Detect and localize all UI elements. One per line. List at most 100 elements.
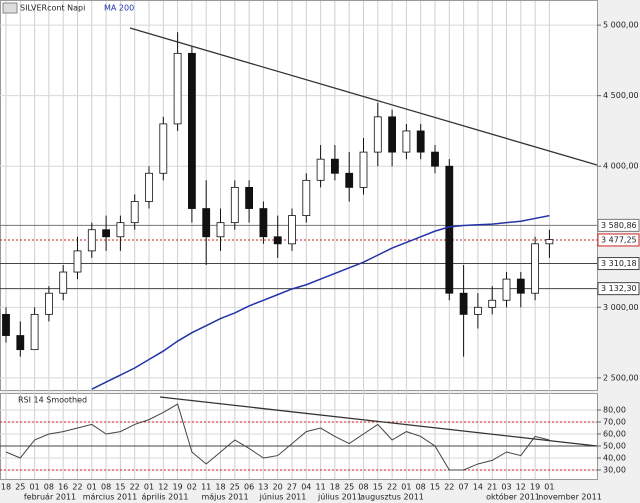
level-label-box (597, 233, 640, 247)
candle-body (116, 222, 125, 238)
month-label: november 2011 (538, 493, 602, 502)
x-tick-label: 15 (115, 483, 125, 492)
x-tick-label: 15 (373, 483, 383, 492)
series-line (5, 403, 550, 471)
month-label: május 2011 (201, 493, 248, 502)
x-tick-label: 02 (187, 483, 197, 492)
x-tick-label: 21 (487, 483, 497, 492)
x-tick-label: 07 (459, 483, 469, 492)
x-tick-label: 27 (287, 483, 297, 492)
x-tick-label: 16 (58, 483, 68, 492)
indicator-label[interactable]: MA 200 (104, 4, 134, 13)
x-tick-label: 08 (358, 483, 368, 492)
y-tick-label: 70,00 (603, 418, 626, 427)
candle-body (402, 130, 411, 153)
level-label-box (597, 282, 640, 296)
trendline (129, 27, 598, 166)
candle-body (302, 179, 311, 217)
y-tick-label: 4 500,00 (603, 91, 639, 100)
month-label: július 2011 (317, 493, 362, 502)
candle-body (488, 299, 497, 308)
level-label-box (597, 218, 640, 232)
candle-body (259, 208, 268, 238)
x-tick-label: 01 (87, 483, 97, 492)
x-tick-label: 08 (101, 483, 111, 492)
x-tick-label: 01 (401, 483, 411, 492)
candle-body (216, 222, 225, 238)
x-tick-label: 04 (301, 483, 311, 492)
candle-body (130, 201, 139, 224)
y-tick-label: 5 000,00 (603, 21, 639, 30)
symbol-title[interactable]: SILVERcont Napi (20, 4, 85, 13)
candle-body (345, 172, 354, 188)
x-tick-label: 15 (430, 483, 440, 492)
candle-body (288, 215, 296, 245)
level-label-box (597, 257, 640, 271)
y-tick-label: 80,00 (603, 406, 626, 415)
x-tick-label: 14 (473, 483, 483, 492)
candle-body (202, 208, 211, 238)
month-label: február 2011 (24, 493, 76, 502)
x-tick-label: 22 (130, 483, 140, 492)
rsi-title[interactable]: RSI 14 Smoothed (18, 396, 87, 405)
x-tick-label: 01 (144, 483, 154, 492)
candle-body (245, 186, 254, 209)
candle-body (316, 158, 325, 181)
x-tick-label: 25 (15, 483, 25, 492)
candle-body (145, 172, 153, 202)
x-tick-label: 08 (416, 483, 426, 492)
y-tick-label: 4 000,00 (603, 162, 639, 171)
candle-body (16, 335, 25, 351)
x-tick-label: 13 (258, 483, 268, 492)
candle-body (473, 306, 482, 315)
y-tick-label: 50,00 (603, 441, 626, 450)
x-tick-label: 22 (444, 483, 454, 492)
candle-body (373, 116, 382, 153)
x-tick-label: 19 (530, 483, 540, 492)
y-tick-label: 3 000,00 (603, 303, 639, 312)
month-label: augusztus 2011 (360, 493, 424, 502)
x-tick-label: 22 (387, 483, 397, 492)
candle-body (445, 165, 454, 294)
candle-body (159, 123, 168, 174)
candle-body (30, 313, 39, 351)
month-label: március 2011 (83, 493, 138, 502)
x-tick-label: 18 (330, 483, 340, 492)
series-line (91, 214, 550, 390)
month-label: június 2011 (259, 493, 307, 502)
month-label: április 2011 (141, 493, 188, 502)
candle-body (516, 278, 525, 294)
candle-body (230, 186, 239, 224)
level-label: 3 580,86 (601, 221, 637, 230)
x-tick-label: 18 (215, 483, 225, 492)
x-tick-label: 25 (230, 483, 240, 492)
plot (0, 1, 597, 479)
rsi-panel (0, 393, 598, 480)
x-tick-label: 03 (501, 483, 511, 492)
candle-body (59, 271, 68, 294)
candle-body (87, 229, 96, 252)
candle-body (102, 229, 110, 238)
candle-body (502, 278, 511, 301)
x-tick-label: 19 (173, 483, 183, 492)
level-label: 3 310,18 (601, 259, 637, 268)
symbol-icon (2, 2, 18, 14)
candle-body (273, 236, 282, 245)
candle-body (459, 292, 468, 315)
x-tick-label: 11 (201, 483, 211, 492)
y-tick-label: 30,00 (603, 465, 626, 474)
candle-body (45, 292, 53, 315)
candle-body (416, 130, 425, 153)
rsi-trendline (159, 396, 598, 447)
y-tick-label: 2 500,00 (603, 373, 639, 382)
y-tick-label: 60,00 (603, 430, 626, 439)
level-label: 3 477,25 (601, 235, 637, 244)
candle-body (173, 52, 182, 125)
x-tick-label: 12 (516, 483, 526, 492)
candle-body (359, 151, 368, 188)
candle-body (187, 52, 196, 209)
x-tick-label: 22 (72, 483, 82, 492)
x-tick-label: 06 (244, 483, 254, 492)
x-tick-label: 08 (44, 483, 54, 492)
